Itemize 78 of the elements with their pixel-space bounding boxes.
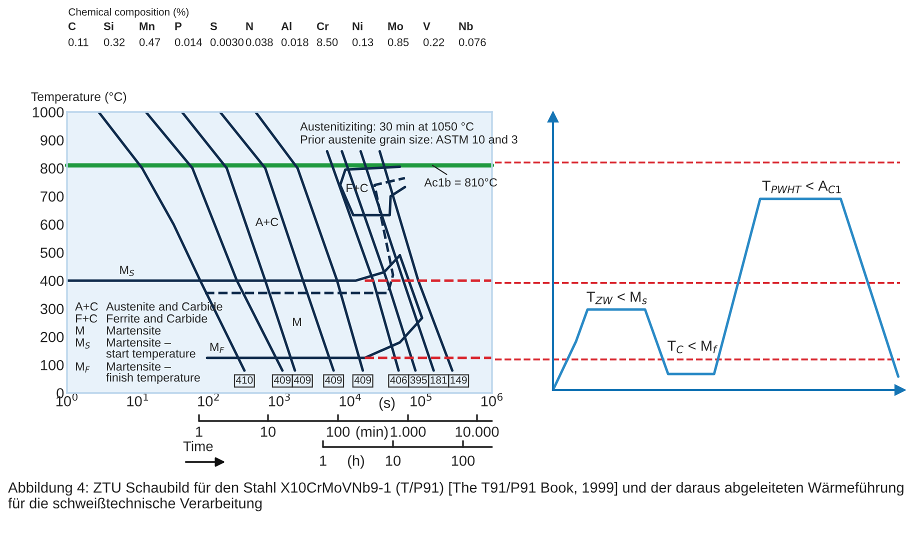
text: (h) <box>348 455 364 469</box>
category-label: Al <box>281 22 292 30</box>
text: Abbildung 4: ZTU Schaubild für den Stahl X10CrMoVNb9-1 (T/P91) [The T91/P91 Book, 1999] und der daraus abgeleiteten Wärmeführung für die schweißtechnische Verarbeitung <box>8 482 904 512</box>
data-label: 0.014 <box>174 38 202 46</box>
text: M$_{F}$ <box>210 342 224 353</box>
category-label: P <box>175 22 182 30</box>
y-tick-label: 200 <box>40 332 64 342</box>
text: (min) <box>356 426 388 440</box>
text: 100 <box>452 456 475 466</box>
data-label: 8.50 <box>316 38 338 46</box>
data-label: 0.47 <box>139 38 160 46</box>
category-label: C <box>68 22 76 30</box>
annotation: 409 <box>354 376 372 384</box>
y-axis-title: Temperature (°C) <box>31 92 126 104</box>
ref-line-label: Ac1b = 810°C <box>424 178 498 187</box>
annotation: A+C <box>255 218 278 226</box>
text: 10 <box>261 426 276 437</box>
text: Martensite <box>106 326 161 335</box>
y-tick-label: 400 <box>40 276 64 286</box>
annotation: 406 <box>390 376 407 384</box>
data-label: 0.0030 <box>210 38 244 46</box>
x-tick-label: 10$^{4}$ <box>340 393 361 406</box>
category-label: Nb <box>459 22 473 30</box>
annotation: M$_{F}$ <box>76 362 90 372</box>
text: 100 <box>326 426 350 437</box>
text: T$_{PWHT}$ < A$_{C1}$ <box>762 180 841 194</box>
annotation: T$_{C}$ < M$_{f}$ <box>668 340 718 354</box>
text: 1 <box>196 426 202 437</box>
data-label: 0.85 <box>388 38 409 46</box>
annotation: 409 <box>294 376 311 384</box>
text: 10.000 <box>456 426 499 437</box>
text: 1.000 <box>390 426 426 437</box>
annotation: M$_{S}$ <box>76 338 90 349</box>
text: M$_{S}$ <box>120 266 134 276</box>
y-tick-label: 300 <box>40 304 64 314</box>
category-label: V <box>423 22 430 30</box>
category-label: Si <box>104 22 114 30</box>
category-label: Cr <box>316 22 329 30</box>
category-label: Ni <box>352 22 362 30</box>
category-label: N <box>246 22 253 30</box>
annotation: 395 <box>410 376 427 384</box>
text: Time <box>183 441 213 452</box>
x-tick-label: 10$^{6}$ <box>481 393 503 406</box>
annotation: 409 <box>325 376 342 384</box>
x-axis-title: (s) <box>379 397 395 411</box>
text: M <box>293 318 301 326</box>
annotation: 149 <box>450 376 467 384</box>
data-label: 0.11 <box>68 38 88 46</box>
text: Chemical composition (%) <box>68 8 189 18</box>
y-tick-label: 500 <box>40 248 64 258</box>
category-label: S <box>210 22 217 30</box>
data-label: 0.018 <box>281 38 308 46</box>
text: 10 <box>386 456 401 466</box>
annotation: Prior austenite grain size: ASTM 10 and 3 <box>300 135 518 146</box>
text: Martensite – start temperature <box>106 338 196 360</box>
annotation: T$_{ZW}$ < M$_{s}$ <box>586 292 647 304</box>
annotation: 409 <box>274 376 291 384</box>
annotation: 410 <box>236 376 253 384</box>
text: 1 <box>320 456 326 466</box>
data-label: 0.076 <box>458 38 486 46</box>
y-tick-label: 800 <box>40 163 64 174</box>
y-tick-label: 600 <box>40 220 64 230</box>
category-label: Mn <box>140 22 154 30</box>
data-label: 0.22 <box>423 38 444 46</box>
data-label: 0.038 <box>246 38 273 46</box>
annotation: M <box>76 326 84 335</box>
y-tick-label: 900 <box>40 135 64 146</box>
data-label: 0.13 <box>352 38 374 46</box>
category-label: Mo <box>388 22 404 30</box>
annotation: Austenitiziting: 30 min at 1050 °C <box>300 122 474 134</box>
data-label: 0.32 <box>104 38 125 46</box>
annotation: 181 <box>430 376 447 384</box>
x-tick-label: 10$^{1}$ <box>127 393 148 406</box>
annotation: F+C Ferrite and Carbide <box>76 314 208 323</box>
y-tick-label: 700 <box>40 191 64 202</box>
y-tick-label: 1000 <box>32 107 64 118</box>
y-tick-label: 100 <box>41 360 64 370</box>
text: Martensite – finish temperature <box>106 362 200 384</box>
